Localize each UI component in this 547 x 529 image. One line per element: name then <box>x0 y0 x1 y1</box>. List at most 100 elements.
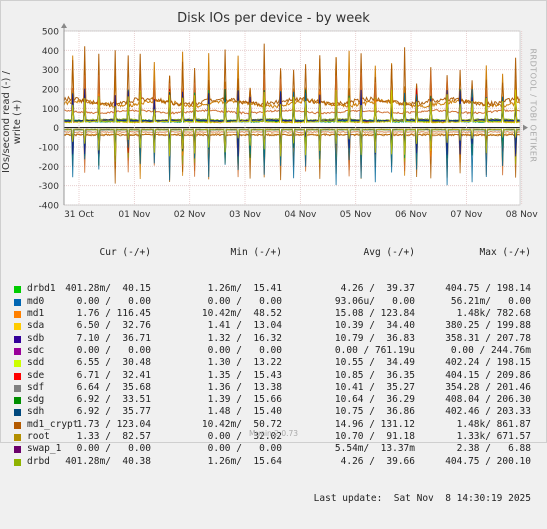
header-avg: Avg (-/+) <box>363 246 415 258</box>
y-tick-label: 200 <box>42 86 59 96</box>
legend-avg: 10.85 / 36.35 <box>334 369 415 381</box>
legend-swatch <box>14 347 21 355</box>
legend-min: 1.26m/ 15.64 <box>207 455 282 467</box>
legend-avg: 10.39 / 34.40 <box>334 320 415 332</box>
legend-swatch <box>14 421 21 429</box>
legend-max: 404.75 / 198.14 <box>445 283 531 295</box>
chart-plot: -400 -300 -200 -100 0 100 200 300 400 500 31 Oct 01… <box>39 23 539 220</box>
legend-avg: 10.55 / 34.49 <box>334 357 415 369</box>
y-axis-arrow <box>61 23 67 28</box>
legend-cur: 1.76 / 116.45 <box>76 308 151 320</box>
legend-avg: 4.26 / 39.37 <box>340 283 415 295</box>
legend-swatch <box>14 335 21 343</box>
legend-row-drbd1: drbd1 401.28m/ 40.15 1.26m/ 15.41 4.26 / 39… <box>13 283 543 295</box>
legend-avg: 93.06u/ 0.00 <box>334 295 415 307</box>
x-tick-label: 05 Nov <box>340 210 373 220</box>
legend-name: sdd <box>27 357 45 369</box>
munin-version: Munin 2.0.73 <box>248 429 299 438</box>
legend-min: 1.30 / 13.22 <box>207 357 282 369</box>
last-update-row: Last update: Sat Nov 8 14:30:19 2025 <box>13 493 543 505</box>
legend-cur: 6.92 / 33.51 <box>76 394 151 406</box>
header-cur: Cur (-/+) <box>99 246 151 258</box>
legend-row-sdh: sdh 6.92 / 35.77 1.48 / 15.40 10.75 / 36.86… <box>13 406 543 418</box>
y-tick-label: 100 <box>42 105 59 115</box>
legend-name: drbd <box>27 455 50 467</box>
legend-min: 1.32 / 16.32 <box>207 332 282 344</box>
x-tick-label: 08 Nov <box>506 210 539 220</box>
legend-cur: 0.00 / 0.00 <box>76 344 151 356</box>
legend-swatch <box>14 458 21 466</box>
legend-max: 402.24 / 198.15 <box>445 357 531 369</box>
legend-avg: 14.96 / 131.12 <box>334 418 415 430</box>
legend-min: 0.00 / 32.02 <box>207 431 282 443</box>
legend-swatch <box>14 446 21 454</box>
y-tick-label: -100 <box>39 144 60 154</box>
legend-rows: drbd1 401.28m/ 40.15 1.26m/ 15.41 4.26 / 39… <box>13 283 543 467</box>
legend-header: Cur (-/+) Min (-/+) Avg (-/+) Max (-/+) <box>13 247 543 259</box>
legend-swatch <box>14 434 21 442</box>
legend-avg: 5.54m/ 13.37m <box>334 443 415 455</box>
legend-row-sdb: sdb 7.10 / 36.71 1.32 / 16.32 10.79 / 36.83… <box>13 333 543 345</box>
series-read-sdd <box>63 128 521 157</box>
legend-cur: 1.73 / 123.04 <box>76 418 151 430</box>
legend-max: 402.46 / 203.33 <box>445 406 531 418</box>
x-tick-label: 31 Oct <box>64 210 94 220</box>
x-tick-label: 04 Nov <box>284 210 317 220</box>
legend-swatch <box>14 384 21 392</box>
legend-cur: 6.92 / 35.77 <box>76 406 151 418</box>
legend-name: md1_crypt <box>27 418 79 430</box>
legend-avg: 15.08 / 123.84 <box>334 308 415 320</box>
legend-min: 0.00 / 0.00 <box>207 295 282 307</box>
header-min: Min (-/+) <box>230 246 282 258</box>
x-axis-arrow <box>523 124 528 131</box>
y-tick-label: 300 <box>42 66 59 76</box>
legend-max: 408.04 / 206.30 <box>445 394 531 406</box>
legend-max: 404.75 / 200.10 <box>445 455 531 467</box>
legend-min: 1.39 / 15.66 <box>207 394 282 406</box>
graph-frame: Disk IOs per device - by week IOs/second… <box>0 0 547 504</box>
legend-name: md0 <box>27 295 45 307</box>
legend-name: sdf <box>27 381 45 393</box>
y-tick-label: -400 <box>39 202 60 212</box>
legend-name: sde <box>27 369 45 381</box>
legend-avg: 4.26 / 39.66 <box>340 455 415 467</box>
legend-name: root <box>27 431 50 443</box>
legend-row-drbd: drbd 401.28m/ 40.38 1.26m/ 15.64 4.26 / 39.… <box>13 456 543 468</box>
legend-min: 10.42m/ 50.72 <box>201 418 282 430</box>
legend-max: 56.21m/ 0.00 <box>450 295 531 307</box>
legend-name: sdb <box>27 332 45 344</box>
legend-swatch <box>14 323 21 331</box>
legend-name: drbd1 <box>27 283 56 295</box>
series-write-sdd <box>63 89 520 124</box>
legend-name: swap_1 <box>27 443 62 455</box>
legend-cur: 401.28m/ 40.38 <box>65 455 151 467</box>
x-tick-label: 06 Nov <box>395 210 428 220</box>
legend-row-md1: md1 1.76 / 116.45 10.42m/ 48.52 15.08 / 123… <box>13 308 543 320</box>
legend-avg: 0.00 / 761.19u <box>334 344 415 356</box>
legend-swatch <box>14 311 21 319</box>
legend-min: 0.00 / 0.00 <box>207 443 282 455</box>
y-tick-label: -200 <box>39 163 60 173</box>
legend-row-md0: md0 0.00 / 0.00 0.00 / 0.00 93.06u/ 0.00 56.… <box>13 296 543 308</box>
legend-avg: 10.79 / 36.83 <box>334 332 415 344</box>
legend-row-root: root 1.33 / 82.57 0.00 / 32.02 10.70 / 91.1… <box>13 431 543 443</box>
legend-name: sdh <box>27 406 45 418</box>
legend-max: 380.25 / 199.88 <box>445 320 531 332</box>
legend-min: 1.35 / 15.43 <box>207 369 282 381</box>
legend-cur: 1.33 / 82.57 <box>76 431 151 443</box>
legend-swatch <box>14 372 21 380</box>
legend-row-sdd: sdd 6.55 / 30.48 1.30 / 13.22 10.55 / 34.49… <box>13 357 543 369</box>
legend-table: Cur (-/+) Min (-/+) Avg (-/+) Max (-/+) … <box>13 222 543 529</box>
legend-min: 0.00 / 0.00 <box>207 344 282 356</box>
legend-min: 1.41 / 13.04 <box>207 320 282 332</box>
x-tick-label: 03 Nov <box>229 210 262 220</box>
legend-swatch <box>14 286 21 294</box>
series-write-md1_crypt <box>63 43 521 108</box>
legend-cur: 0.00 / 0.00 <box>76 443 151 455</box>
legend-cur: 6.71 / 32.41 <box>76 369 151 381</box>
legend-min: 1.36 / 13.38 <box>207 381 282 393</box>
legend-cur: 7.10 / 36.71 <box>76 332 151 344</box>
legend-min: 10.42m/ 48.52 <box>201 308 282 320</box>
y-tick-label: 400 <box>42 47 59 57</box>
legend-name: sda <box>27 320 45 332</box>
